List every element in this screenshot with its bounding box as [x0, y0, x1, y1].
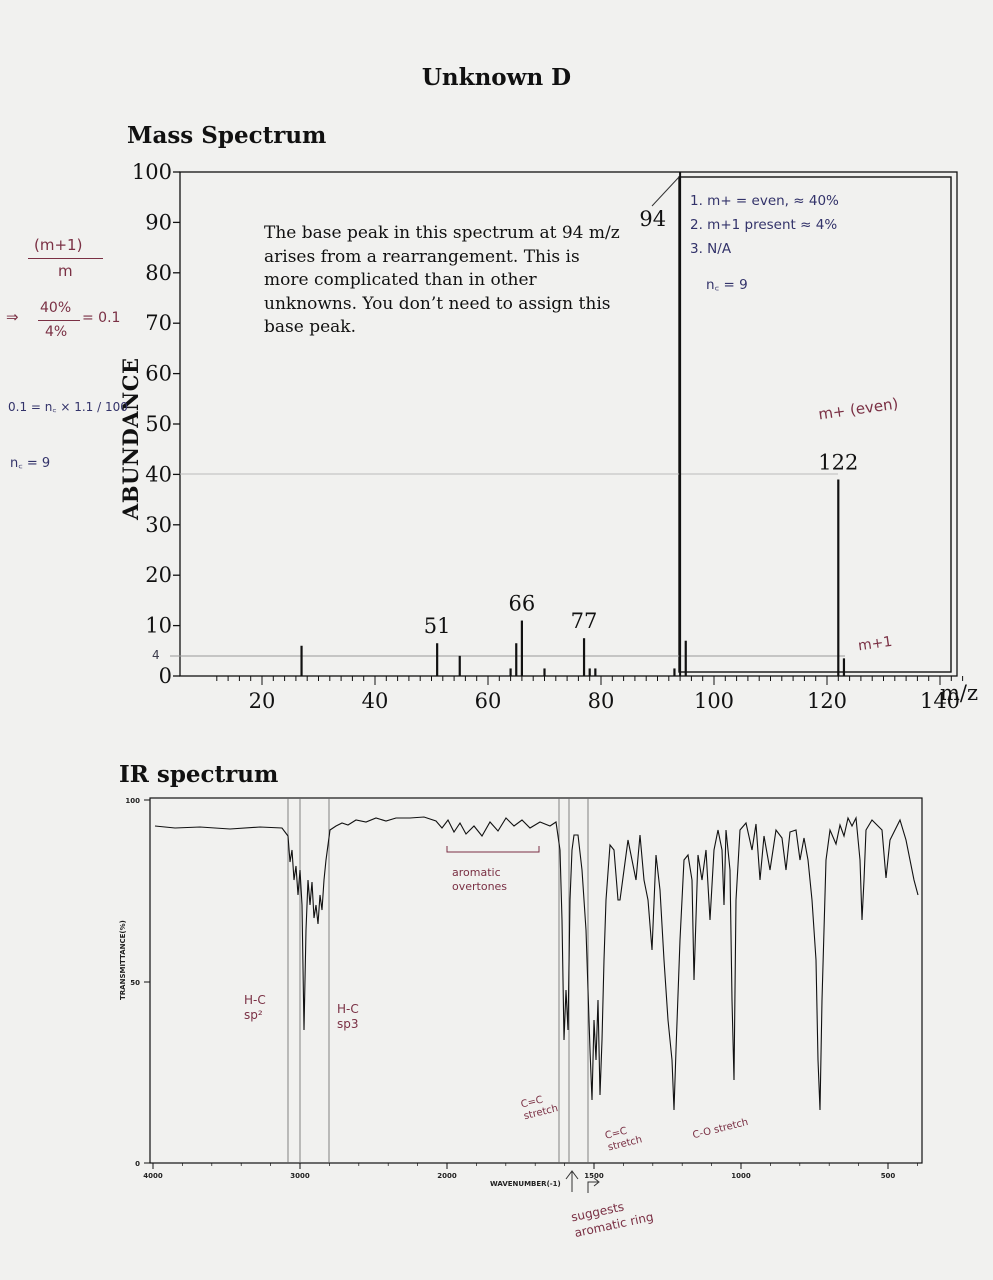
ir-x-axis-label: WAVENUMBER(-1) [490, 1180, 561, 1188]
overtone-bracket [446, 846, 540, 853]
ir-y-tick-label: 100 [125, 797, 140, 805]
peak-94-leader [651, 176, 680, 207]
ms-peak-label-66: 66 [509, 592, 536, 616]
ms-y-tick-label: 30 [145, 513, 172, 537]
ir-x-tick-label: 500 [881, 1172, 896, 1180]
ms-y-tick-label: 0 [159, 664, 172, 688]
hand-list-3: 3. N/A [690, 241, 732, 257]
ir-x-tick-label: 2000 [437, 1172, 457, 1180]
hand-list-1: 1. m+ = even, ≈ 40% [690, 193, 839, 209]
ir-y-tick-label: 0 [135, 1160, 140, 1168]
ir-y-tick-label: 50 [130, 979, 140, 987]
ms-peak-label-94: 94 [639, 207, 666, 231]
hand-ratio-bar [28, 258, 103, 259]
ms-y-tick-label: 10 [145, 614, 172, 638]
hand-calc-bar [38, 320, 80, 321]
ir-arrow-right [587, 1177, 600, 1193]
mass-spectrum-title: Mass Spectrum [127, 122, 327, 149]
hand-ratio-num: (m+1) [34, 236, 83, 254]
hand-arrow: ⇒ [6, 308, 19, 326]
hand-nc-right: n꜀ = 9 [706, 277, 748, 293]
hand-nc-left: n꜀ = 9 [10, 456, 51, 471]
ms-y-tick-label: 50 [145, 412, 172, 436]
ir-x-tick-label: 3000 [290, 1172, 310, 1180]
ms-y-tick-label: 60 [145, 362, 172, 386]
ms-x-tick-label: 20 [249, 689, 276, 713]
ms-y-tick-label: 20 [145, 563, 172, 587]
ms-x-tick-label: 60 [475, 689, 502, 713]
ms-plot-frame [179, 171, 958, 677]
ms-x-tick-label: 80 [588, 689, 615, 713]
mass-spectrum-chart: 0 10 20 30 40 50 60 70 80 90 100 20 40 60 80 100 120 140… [132, 160, 978, 713]
hand-axis-mark: 4 [152, 648, 160, 662]
hand-calc-den: 4% [45, 324, 68, 340]
hand-aromatic-overtones: aromatic overtones [452, 866, 508, 893]
ir-spectrum-title: IR spectrum [119, 761, 279, 788]
hand-calc-result: = 0.1 [82, 310, 121, 326]
ir-x-tick-label: 1000 [731, 1172, 751, 1180]
ms-peak-label-51: 51 [424, 614, 451, 638]
hand-calc-num: 40% [40, 300, 72, 316]
ms-peak-label-122: 122 [818, 450, 858, 474]
hand-formula: 0.1 = n꜀ × 1.1 / 100 [8, 400, 128, 414]
ms-x-tick-label: 140 [920, 689, 960, 713]
ms-y-tick-label: 80 [145, 261, 172, 285]
hand-hc-sp2: H-C sp² [244, 993, 266, 1022]
ir-spectrum-chart: 4000 3000 2000 1500 1000 500 0 50 100 TRANSMITTA… [119, 797, 923, 1193]
hand-hc-sp3: H-C sp3 [337, 1002, 359, 1031]
ms-y-tick-label: 40 [145, 462, 172, 486]
ir-x-tick-label: 1500 [584, 1172, 604, 1180]
ms-x-tick-label: 120 [807, 689, 847, 713]
ms-x-axis-label: m/z [940, 681, 978, 705]
ir-trace [154, 816, 919, 1111]
ms-x-tick-label: 100 [694, 689, 734, 713]
ms-x-tick-label: 40 [362, 689, 389, 713]
ms-peak-label-77: 77 [571, 609, 598, 633]
page-title: Unknown D [421, 64, 572, 91]
ms-y-tick-label: 100 [132, 160, 172, 184]
ir-arrow-up [565, 1170, 579, 1192]
hand-ratio-den: m [58, 262, 73, 280]
base-peak-note: The base peak in this spectrum at 94 m/z… [264, 223, 620, 337]
ir-x-tick-label: 4000 [143, 1172, 163, 1180]
ms-y-tick-label: 70 [145, 311, 172, 335]
ms-note-box [678, 176, 952, 673]
ir-y-axis-label: TRANSMITTANCE(%) [119, 920, 127, 1000]
hand-list-2: 2. m+1 present ≈ 4% [690, 217, 838, 233]
ir-plot-frame [149, 797, 923, 1164]
ms-y-tick-label: 90 [145, 210, 172, 234]
